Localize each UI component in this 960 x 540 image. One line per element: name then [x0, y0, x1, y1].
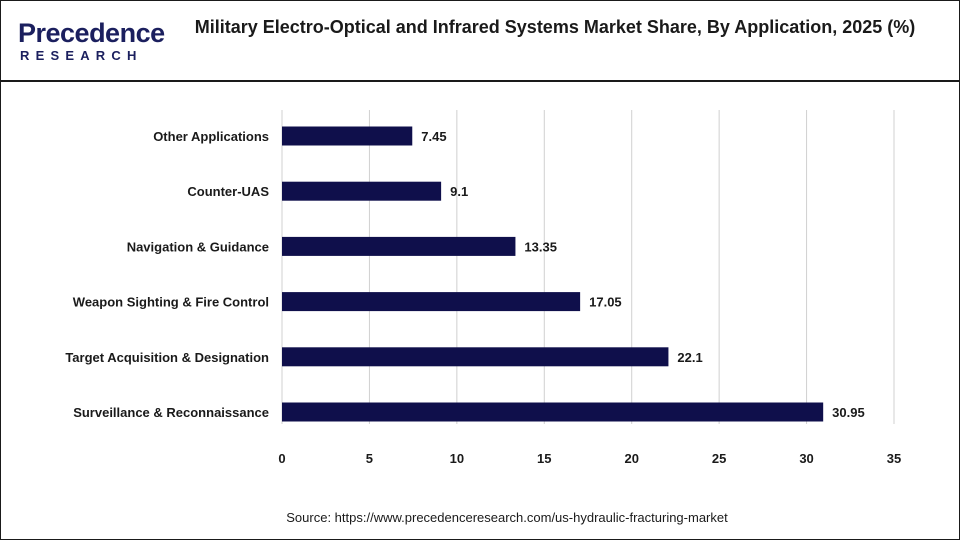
bar — [282, 292, 581, 312]
category-label: Target Acquisition & Designation — [65, 350, 269, 365]
data-label: 13.35 — [524, 239, 557, 254]
header: Precedence RESEARCH Military Electro-Opt… — [0, 0, 960, 80]
x-tick-label: 5 — [366, 451, 373, 466]
data-label: 9.1 — [450, 184, 468, 199]
bar — [282, 236, 516, 256]
bar — [282, 402, 824, 422]
x-tick-label: 35 — [887, 451, 901, 466]
x-tick-label: 0 — [278, 451, 285, 466]
x-tick-label: 25 — [712, 451, 726, 466]
data-label: 30.95 — [832, 405, 865, 420]
logo-subtitle: RESEARCH — [20, 48, 143, 63]
category-label: Navigation & Guidance — [127, 239, 269, 254]
data-label: 7.45 — [421, 129, 446, 144]
category-label: Weapon Sighting & Fire Control — [73, 295, 269, 310]
bar — [282, 347, 669, 367]
bar-chart: 0 5 10 15 20 25 30 35 Other Applications 7.45 Coun… — [0, 82, 960, 502]
logo-wordmark: Precedence — [18, 18, 165, 48]
data-label: 17.05 — [589, 295, 622, 310]
precedence-research-logo: Precedence RESEARCH — [18, 16, 165, 66]
bar-chart-svg: 0 5 10 15 20 25 30 35 Other Applications 7.45 Coun… — [65, 110, 901, 466]
x-tick-label: 30 — [799, 451, 813, 466]
chart-title: Military Electro-Optical and Infrared Sy… — [194, 17, 916, 37]
header-divider — [0, 80, 960, 82]
bar — [282, 181, 442, 201]
bar — [282, 126, 413, 146]
category-label: Counter-UAS — [187, 184, 269, 199]
category-label: Surveillance & Reconnaissance — [73, 405, 269, 420]
x-tick-label: 10 — [450, 451, 464, 466]
category-label: Other Applications — [153, 129, 269, 144]
data-label: 22.1 — [677, 350, 702, 365]
x-tick-label: 15 — [537, 451, 551, 466]
source-note: Source: https://www.precedenceresearch.c… — [286, 510, 728, 525]
x-tick-label: 20 — [624, 451, 638, 466]
